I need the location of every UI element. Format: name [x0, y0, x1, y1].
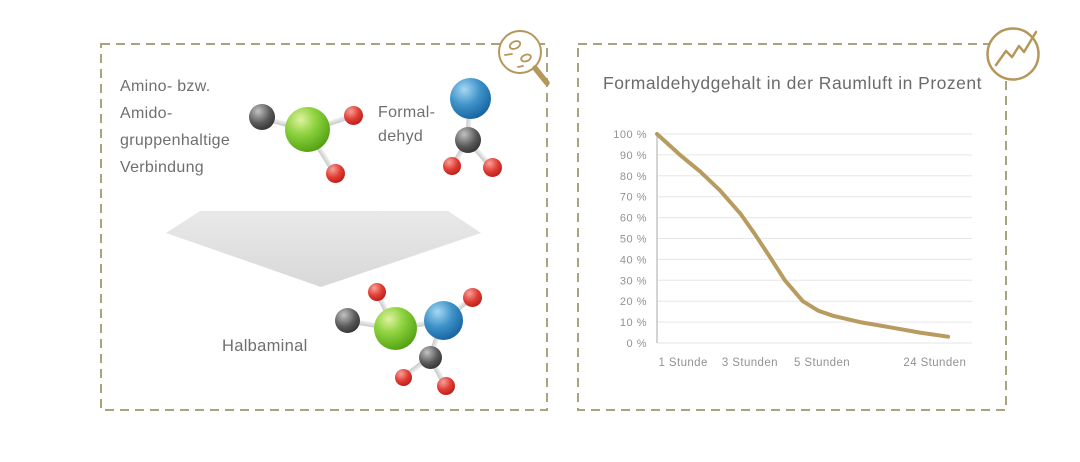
y-axis-tick-label: 20 %	[620, 296, 647, 308]
y-axis-tick-label: 0 %	[627, 338, 647, 350]
y-axis-tick-label: 30 %	[620, 275, 647, 287]
chart-title: Formaldehydgehalt in der Raumluft in Pro…	[603, 73, 982, 93]
atom-dark	[249, 104, 275, 130]
product-label: Halbaminal	[222, 337, 308, 355]
atom-dark	[419, 346, 442, 369]
y-axis-tick-label: 80 %	[620, 171, 647, 183]
atom-red	[326, 164, 345, 183]
atom-green	[374, 307, 417, 350]
y-axis-tick-label: 70 %	[620, 192, 647, 204]
y-axis-tick-label: 100 %	[613, 129, 647, 141]
chart-panel: Formaldehydgehalt in der Raumluft in Pro…	[577, 43, 1007, 411]
x-axis-tick-label: 5 Stunden	[794, 357, 850, 369]
atom-blue	[424, 301, 463, 340]
formaldehyde-line-chart: 100 % 90 % 80 % 70 % 60 % 50 % 40 % 30 % 20 % 10 …	[613, 129, 972, 369]
line-chart-icon	[986, 27, 1040, 81]
x-axis-tick-label: 3 Stunden	[722, 357, 778, 369]
reaction-arrow-down	[166, 211, 481, 287]
y-axis-tick-label: 50 %	[620, 234, 647, 246]
atom-red	[443, 157, 461, 175]
x-axis-tick-label: 1 Stunde	[659, 357, 708, 369]
reaction-diagram-panel: Amino- bzw. Amido- gruppenhaltige Verbin…	[100, 43, 548, 411]
magnifier-icon	[498, 30, 550, 86]
atom-red	[395, 369, 412, 386]
atom-dark	[335, 308, 360, 333]
y-axis-tick-label: 40 %	[620, 254, 647, 266]
atom-red	[437, 377, 455, 395]
formaldehyde-label: Formal- dehyd	[378, 104, 436, 145]
x-axis-tick-label: 24 Stunden	[903, 357, 966, 369]
y-axis-tick-label: 60 %	[620, 213, 647, 225]
y-axis-tick-label: 90 %	[620, 150, 647, 162]
y-axis-tick-label: 10 %	[620, 317, 647, 329]
atom-red	[463, 288, 482, 307]
atom-green	[285, 107, 330, 152]
reactant-label: Amino- bzw. Amido- gruppenhaltige Verbin…	[120, 78, 231, 176]
atom-red	[344, 106, 363, 125]
atom-blue	[450, 78, 491, 119]
atom-red	[483, 158, 502, 177]
atom-dark	[455, 127, 481, 153]
data-series-line	[655, 132, 951, 339]
atom-red	[368, 283, 386, 301]
